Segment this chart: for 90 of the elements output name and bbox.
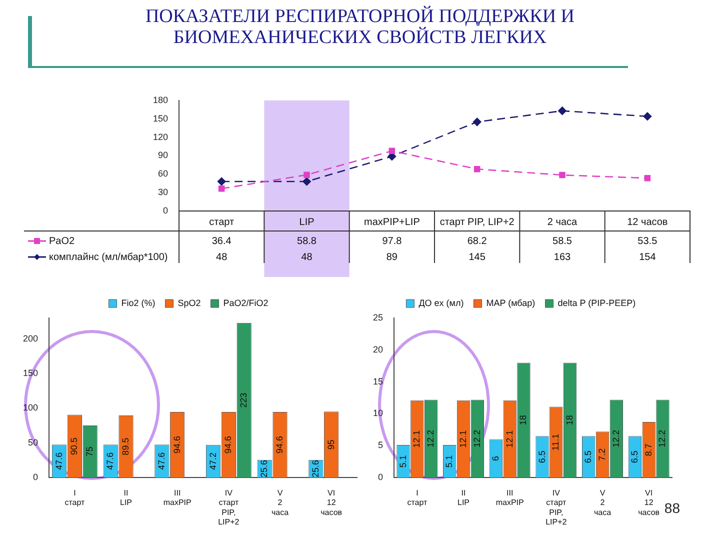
y-tick-label: 50 — [28, 437, 38, 448]
y-tick-label: 0 — [163, 205, 168, 216]
text: 88 — [664, 500, 680, 516]
x-tick-label: IV старт PIP, LIP+2 — [218, 488, 240, 526]
legend-label: SpO2 — [178, 298, 201, 308]
x-tick-label: V 2 часа — [594, 488, 612, 517]
legend-label: delta P (PIP-PEEP) — [558, 298, 636, 308]
x-tick-label: 2 часа — [547, 216, 578, 228]
data-label: 89 — [386, 252, 398, 263]
y-tick-label: 180 — [152, 94, 168, 105]
data-label: 145 — [468, 252, 486, 263]
y-tick-label: 100 — [22, 402, 38, 413]
data-label: 47.6 — [105, 452, 116, 470]
y-tick-label: 150 — [22, 368, 38, 378]
legend-label: комплайнс (мл/мбар*100) — [49, 252, 168, 263]
data-label: 154 — [639, 252, 656, 263]
data-label: 12.2 — [472, 430, 482, 448]
x-tick-label: V 2 часа — [271, 488, 290, 517]
y-tick-label: 150 — [152, 113, 168, 124]
x-tick-label: LIP — [299, 216, 315, 228]
y-tick-label: 120 — [152, 132, 168, 142]
x-tick-label: II LIP — [120, 488, 132, 508]
data-label: 47.2 — [208, 452, 218, 470]
legend-label: Fio2 (%) — [121, 298, 156, 308]
x-tick-label: старт — [209, 216, 234, 228]
data-label: 12.2 — [657, 430, 668, 448]
x-tick-label: IV старт PIP, LIP+2 — [546, 488, 568, 526]
data-label: 7.2 — [596, 448, 607, 461]
data-label: 6 — [490, 456, 500, 461]
data-label: 47.6 — [156, 452, 166, 470]
data-label: 12.1 — [412, 430, 422, 448]
data-label: 94.6 — [172, 436, 182, 454]
y-tick-label: 90 — [158, 150, 168, 160]
x-tick-label: II LIP — [458, 488, 470, 508]
legend-label: MAP (мбар) — [486, 298, 536, 308]
x-tick-label: I старт — [407, 488, 428, 508]
y-tick-label: 15 — [372, 376, 384, 386]
data-label: 6.5 — [536, 450, 547, 464]
data-label: 90.5 — [69, 437, 80, 455]
x-tick-label: maxPIP+LIP — [364, 216, 420, 228]
data-label: 97.8 — [382, 236, 402, 247]
data-label: 18 — [518, 415, 528, 426]
legend-label: PaO2 — [49, 236, 76, 247]
data-label: 48 — [301, 252, 313, 263]
x-tick-label: III maxPIP — [496, 488, 524, 508]
data-label: 36.4 — [212, 236, 232, 247]
data-label: 25.6 — [310, 460, 320, 478]
data-label: 8.7 — [643, 444, 654, 456]
data-label: 68.2 — [467, 236, 488, 247]
x-tick-label: III maxPIP — [163, 488, 192, 508]
data-label: 6.5 — [583, 450, 594, 464]
x-tick-label: 12 часов — [627, 216, 668, 228]
data-label: 89.5 — [120, 438, 130, 456]
chart-title: ПОКАЗАТЕЛИ РЕСПИРАТОРНОЙ ПОДДЕРЖКИ И БИОМЕХАНИЧЕСКИХ СВОЙСТВ ЛЕГКИХ — [144, 6, 576, 48]
data-label: 223 — [238, 392, 249, 408]
y-tick-label: 10 — [372, 408, 384, 418]
y-tick-label: 25 — [372, 312, 384, 322]
x-tick-label: VI 12 часов — [320, 488, 342, 517]
legend-label: PaO2/FiO2 — [223, 298, 268, 308]
y-tick-label: 5 — [378, 440, 384, 450]
data-label: 163 — [554, 252, 572, 263]
data-label: 48 — [216, 252, 228, 263]
legend-label: ДО ex (мл) — [418, 298, 464, 308]
y-tick-label: 60 — [158, 168, 168, 179]
data-label: 75 — [84, 446, 95, 457]
x-tick-label: VI 12 часов — [638, 488, 660, 517]
data-label: 5.1 — [398, 455, 408, 468]
y-tick-label: 30 — [158, 187, 168, 198]
data-label: 11.1 — [550, 434, 561, 451]
data-label: 6.5 — [629, 450, 640, 464]
data-label: 12.2 — [426, 430, 436, 448]
x-tick-label: I старт — [64, 488, 85, 508]
data-label: 94.6 — [223, 436, 234, 454]
x-tick-label: старт PIP, LIP+2 — [440, 216, 515, 228]
y-tick-label: 200 — [22, 333, 38, 344]
data-label: 12.2 — [610, 430, 621, 448]
data-label: 58.8 — [297, 236, 317, 247]
data-label: 47.6 — [54, 452, 64, 470]
data-label: 95 — [326, 440, 336, 450]
y-tick-label: 20 — [372, 344, 384, 354]
y-tick-label: 0 — [378, 472, 384, 482]
data-label: 58.5 — [552, 236, 572, 247]
data-label: 25.6 — [259, 460, 270, 478]
data-label: 94.6 — [274, 436, 284, 454]
y-tick-label: 0 — [33, 472, 38, 482]
data-label: 53.5 — [638, 236, 658, 247]
data-label: 18 — [564, 415, 575, 426]
data-label: 12.1 — [504, 430, 514, 448]
data-label: 12.1 — [458, 430, 468, 448]
data-label: 5.1 — [444, 455, 454, 468]
